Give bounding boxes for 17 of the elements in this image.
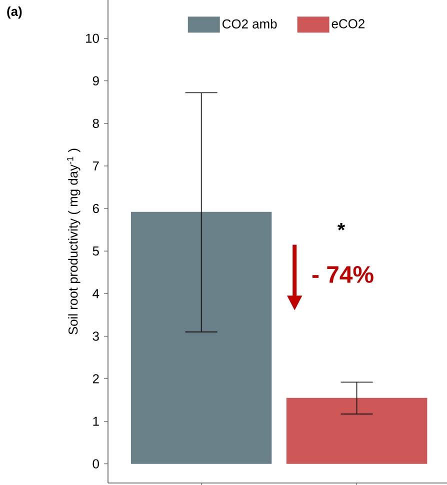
y-tick-label: 0 (92, 459, 99, 468)
annotation: - 74% (312, 266, 374, 283)
annotation: * (337, 222, 346, 230)
y-tick-label: 3 (92, 332, 99, 341)
legend-label: eCO2 (332, 19, 364, 28)
y-axis-title: Soil root productivity ( mg day$^{-1}$ ) (66, 148, 80, 334)
y-tick-label: 6 (92, 204, 99, 214)
y-tick-label: 5 (92, 246, 99, 256)
legend-label: CO2 amb (222, 19, 277, 29)
y-tick-label: 10 (86, 34, 99, 43)
y-tick-label: 1 (93, 416, 99, 426)
y-tick-label: 7 (92, 162, 99, 170)
y-tick-label: 2 (92, 374, 99, 384)
y-tick-label: 8 (92, 118, 99, 128)
y-tick-label: 4 (92, 289, 100, 298)
y-tick-label: 9 (92, 76, 99, 86)
chart-title: (a) (7, 6, 22, 19)
